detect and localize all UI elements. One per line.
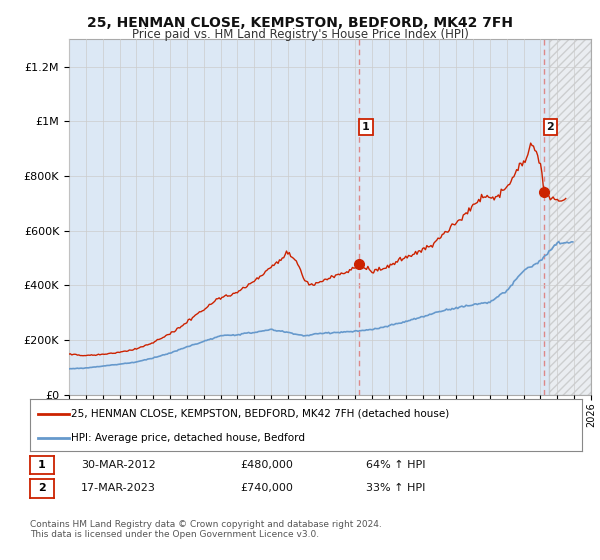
- Text: 33% ↑ HPI: 33% ↑ HPI: [366, 483, 425, 493]
- Text: Price paid vs. HM Land Registry's House Price Index (HPI): Price paid vs. HM Land Registry's House …: [131, 28, 469, 41]
- Text: 25, HENMAN CLOSE, KEMPSTON, BEDFORD, MK42 7FH: 25, HENMAN CLOSE, KEMPSTON, BEDFORD, MK4…: [87, 16, 513, 30]
- Text: 1: 1: [38, 460, 46, 470]
- Text: 2: 2: [38, 483, 46, 493]
- Text: £740,000: £740,000: [240, 483, 293, 493]
- Text: HPI: Average price, detached house, Bedford: HPI: Average price, detached house, Bedf…: [71, 433, 305, 443]
- Bar: [549, 39, 591, 395]
- Text: 64% ↑ HPI: 64% ↑ HPI: [366, 460, 425, 470]
- Text: 25, HENMAN CLOSE, KEMPSTON, BEDFORD, MK42 7FH (detached house): 25, HENMAN CLOSE, KEMPSTON, BEDFORD, MK4…: [71, 409, 449, 419]
- Text: £480,000: £480,000: [240, 460, 293, 470]
- Bar: [549, 39, 591, 395]
- Text: 30-MAR-2012: 30-MAR-2012: [81, 460, 156, 470]
- Text: Contains HM Land Registry data © Crown copyright and database right 2024.
This d: Contains HM Land Registry data © Crown c…: [30, 520, 382, 539]
- Text: 1: 1: [362, 122, 370, 132]
- Text: 17-MAR-2023: 17-MAR-2023: [81, 483, 156, 493]
- Text: 2: 2: [547, 122, 554, 132]
